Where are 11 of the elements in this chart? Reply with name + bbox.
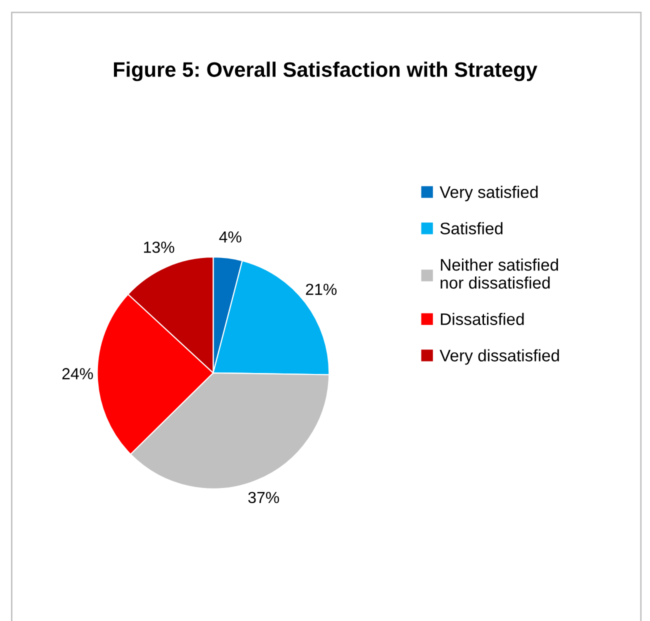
legend-label: Very satisfied — [440, 186, 538, 202]
chart-title: Figure 5: Overall Satisfaction with Strategy — [114, 62, 538, 82]
data-label: 21% — [306, 284, 337, 295]
data-label: 13% — [144, 242, 174, 253]
data-label: 37% — [248, 492, 280, 504]
legend-label: Very dissatisfied — [440, 349, 559, 365]
legend-label: Satisfied — [440, 222, 502, 234]
data-label: 4% — [219, 231, 242, 243]
legend-label: Neither satisfied nor dissatisfied — [440, 258, 558, 289]
legend-label: Dissatisfied — [440, 312, 524, 326]
data-label: 24% — [62, 368, 93, 380]
